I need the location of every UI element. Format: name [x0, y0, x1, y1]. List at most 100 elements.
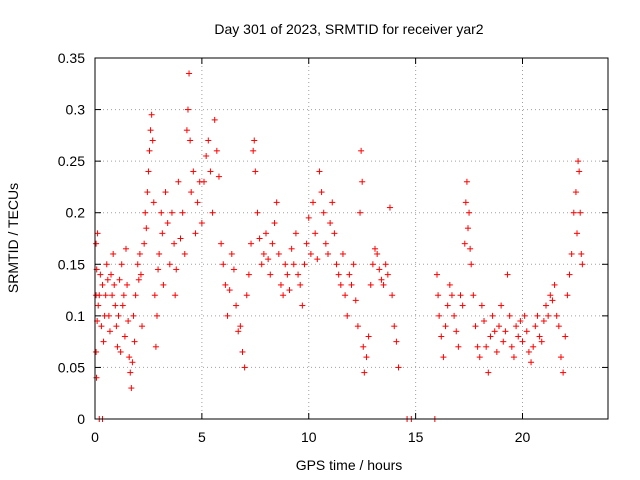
- data-point: [434, 271, 440, 278]
- data-point: [168, 209, 175, 216]
- data-point: [117, 348, 124, 355]
- data-point: [288, 245, 295, 252]
- y-tick-label: 0.25: [58, 153, 85, 169]
- data-point: [312, 230, 319, 237]
- chart-title: Day 301 of 2023, SRMTID for receiver yar…: [214, 21, 483, 37]
- data-point: [282, 261, 289, 268]
- y-tick-label: 0.35: [58, 50, 85, 66]
- data-point: [342, 292, 349, 299]
- data-point: [251, 137, 258, 144]
- data-point: [329, 199, 336, 206]
- data-point: [203, 152, 210, 159]
- data-point: [171, 240, 178, 247]
- data-point: [137, 271, 144, 278]
- data-point: [162, 189, 169, 196]
- x-tick-label: 5: [198, 429, 206, 445]
- data-point: [188, 189, 195, 196]
- data-point: [378, 276, 385, 283]
- data-point: [474, 343, 481, 350]
- data-point: [110, 250, 117, 257]
- y-tick-label: 0.2: [66, 205, 86, 221]
- data-point: [365, 333, 372, 340]
- data-point: [151, 292, 158, 299]
- data-point: [555, 323, 562, 330]
- data-point: [172, 292, 179, 299]
- y-tick-label: 0.1: [66, 308, 86, 324]
- data-point: [226, 287, 233, 294]
- data-point: [215, 173, 222, 180]
- data-point: [327, 220, 334, 227]
- data-point: [121, 333, 128, 340]
- data-point: [148, 111, 155, 118]
- data-point: [391, 323, 398, 330]
- data-point: [129, 359, 136, 366]
- data-point: [551, 281, 558, 288]
- data-point: [448, 292, 455, 299]
- data-point: [574, 230, 581, 237]
- data-point: [481, 318, 488, 325]
- data-point: [335, 271, 342, 278]
- data-point: [239, 348, 246, 355]
- data-point: [451, 312, 458, 319]
- data-point: [146, 147, 153, 154]
- data-point: [142, 209, 149, 216]
- data-point: [344, 312, 351, 319]
- data-point: [357, 209, 364, 216]
- data-point: [495, 323, 502, 330]
- data-point: [245, 271, 252, 278]
- data-point: [502, 328, 509, 335]
- data-point: [303, 240, 310, 247]
- data-point: [93, 374, 100, 381]
- data-point: [145, 168, 152, 175]
- data-point: [106, 328, 113, 335]
- data-point: [314, 256, 321, 263]
- data-point: [175, 178, 182, 185]
- data-point: [269, 240, 276, 247]
- data-point: [96, 292, 103, 299]
- data-point: [252, 168, 259, 175]
- data-point: [466, 209, 473, 216]
- y-axis-label: SRMTID / TECUs: [5, 183, 21, 293]
- data-point: [173, 266, 180, 273]
- data-point: [504, 271, 511, 278]
- data-point: [116, 276, 123, 283]
- data-point: [153, 312, 160, 319]
- data-point: [562, 333, 569, 340]
- data-point: [382, 261, 389, 268]
- data-point: [457, 292, 464, 299]
- data-point: [519, 338, 526, 345]
- data-point: [265, 256, 272, 263]
- data-point: [331, 230, 338, 237]
- data-point: [483, 343, 490, 350]
- data-point: [94, 230, 101, 237]
- data-point: [572, 189, 579, 196]
- data-point: [113, 323, 120, 330]
- data-point: [284, 271, 291, 278]
- data-point: [301, 261, 308, 268]
- data-point: [118, 261, 125, 268]
- data-point: [241, 364, 248, 371]
- data-point: [122, 245, 129, 252]
- data-point: [224, 312, 231, 319]
- data-point: [124, 281, 131, 288]
- data-point: [155, 266, 162, 273]
- data-point: [273, 199, 280, 206]
- data-point: [99, 281, 106, 288]
- axis-ticks: [94, 57, 608, 420]
- data-point: [207, 168, 214, 175]
- data-point: [209, 209, 216, 216]
- data-point: [508, 343, 515, 350]
- x-axis-label: GPS time / hours: [296, 457, 403, 473]
- data-point: [254, 209, 261, 216]
- data-point: [510, 354, 517, 361]
- data-point: [275, 250, 282, 257]
- data-point: [256, 235, 263, 242]
- data-point: [190, 168, 197, 175]
- data-point: [97, 271, 104, 278]
- data-point: [250, 147, 257, 154]
- data-point: [532, 323, 539, 330]
- data-point: [201, 178, 208, 185]
- data-point: [127, 369, 134, 376]
- data-point: [525, 348, 532, 355]
